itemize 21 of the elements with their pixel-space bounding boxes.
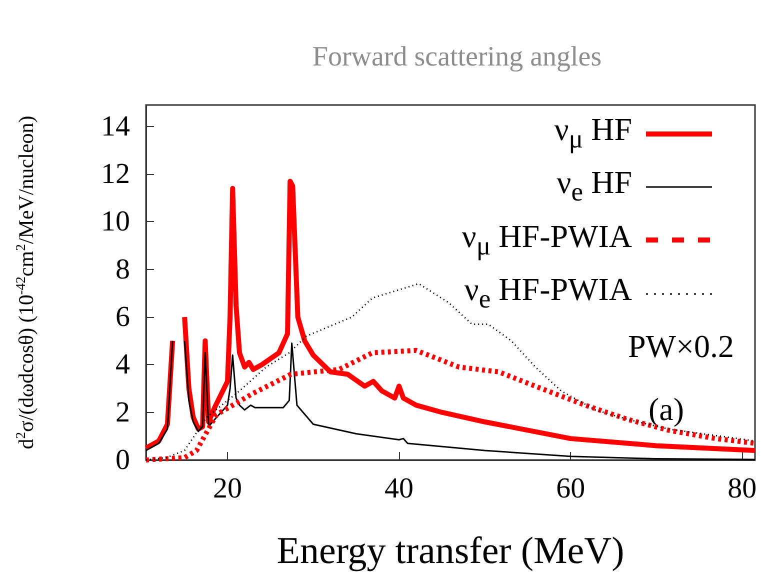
y-tick-label: 0 [116, 444, 130, 476]
x-tick-label: 80 [728, 472, 757, 504]
x-tick-label: 40 [384, 472, 414, 504]
y-tick-label: 6 [116, 301, 130, 334]
y-tick-label: 10 [101, 206, 130, 238]
x-tick-label: 60 [556, 472, 586, 504]
x-axis-title: Energy transfer (MeV) [276, 530, 624, 572]
legend-label: ν$_{μ}$ HF-PWIA [462, 216, 632, 262]
y-tick-label: 4 [116, 348, 130, 381]
annotation: (a) [648, 391, 684, 427]
y-tick-label: 2 [116, 396, 130, 428]
y-tick-label: 8 [116, 253, 130, 286]
y-axis-title: d2σ/(dωdcosθ) (10-42cm2/MeV/nucleon) [13, 116, 38, 450]
x-tick-label: 20 [212, 472, 242, 504]
legend-label: ν$_{e}$ HF [556, 163, 632, 209]
legend-label: ν$_{e}$ HF-PWIA [464, 270, 632, 316]
chart-title: Forward scattering angles [312, 42, 602, 72]
legend-label: ν$_{μ}$ HF [554, 110, 632, 156]
annotation: PW×0.2 [628, 328, 734, 364]
y-tick-label: 14 [101, 110, 130, 142]
y-tick-label: 12 [101, 158, 130, 190]
